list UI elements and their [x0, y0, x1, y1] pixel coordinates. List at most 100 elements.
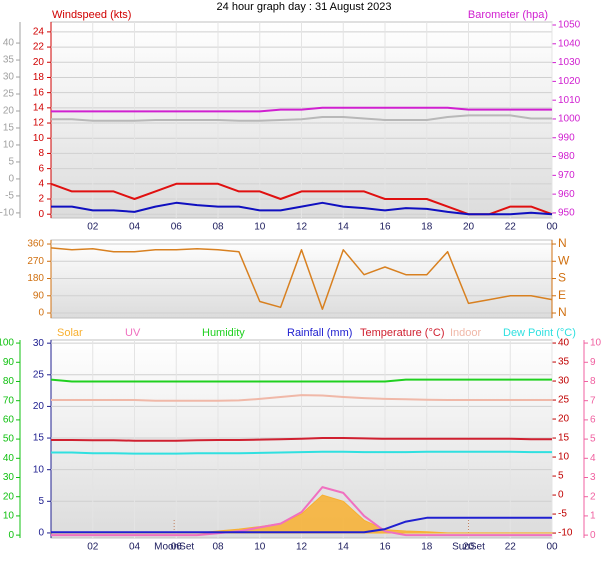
y-tick-label: N: [558, 236, 567, 250]
line: [51, 114, 552, 122]
y-tick-label: 4: [38, 178, 44, 189]
y-tick-label: 50: [3, 434, 15, 445]
y-tick-label: 90: [33, 290, 45, 301]
y-tick-label: 10: [3, 140, 15, 151]
chart-title: 24 hour graph day : 31 August 2023: [217, 1, 392, 13]
y-tick-label: 5: [590, 434, 596, 445]
legend-entry: Solar: [57, 327, 83, 339]
y-tick-label: 950: [558, 208, 575, 219]
y-tick-label: 30: [558, 376, 570, 387]
y-tick-label: 970: [558, 170, 575, 181]
y-tick-label: 20: [33, 57, 45, 68]
x-tick-label: 12: [296, 222, 308, 233]
y-tick-label: 360: [27, 239, 44, 250]
y-tick-label: 15: [3, 123, 15, 134]
y-tick-label: 7: [590, 395, 596, 406]
y-tick-label: 980: [558, 151, 575, 162]
x-tick-label: 04: [129, 222, 141, 233]
y-tick-label: 960: [558, 189, 575, 200]
y-tick-label: E: [558, 288, 566, 302]
y-tick-label: 9: [590, 357, 596, 368]
x-tick-label: 20: [463, 542, 475, 553]
y-tick-label: 5: [558, 471, 564, 482]
y-tick-label: N: [558, 305, 567, 319]
y-tick-label: W: [558, 253, 570, 267]
x-tick-label: 16: [379, 542, 391, 553]
x-tick-label: 06: [171, 222, 183, 233]
y-tick-label: 100: [0, 338, 14, 349]
y-tick-label: 90: [3, 357, 15, 368]
y-tick-label: 40: [3, 38, 15, 49]
y-tick-label: 0: [8, 530, 14, 541]
y-tick-label: 1020: [558, 76, 581, 87]
y-tick-label: 270: [27, 256, 44, 267]
x-tick-label: 12: [296, 542, 308, 553]
y-tick-label: 990: [558, 132, 575, 143]
x-tick-label: 02: [87, 542, 99, 553]
y-tick-label: 15: [558, 433, 570, 444]
y-tick-label: 1030: [558, 57, 581, 68]
x-tick-label: 22: [505, 222, 517, 233]
y-tick-label: 1000: [558, 114, 581, 125]
x-tick-label: 04: [129, 542, 141, 553]
y-tick-label: 1010: [558, 95, 581, 106]
line: [50, 247, 553, 310]
y-tick-label: 60: [3, 415, 15, 426]
line: [51, 106, 552, 113]
y-tick-label: 1050: [558, 20, 581, 31]
legend-entry: Humidity: [202, 327, 245, 339]
y-tick-label: 0: [38, 308, 44, 319]
y-tick-label: 0: [38, 528, 44, 539]
y-tick-label: 12: [33, 118, 45, 129]
y-tick-label: 10: [33, 464, 45, 475]
y-tick-label: 16: [33, 87, 45, 98]
x-tick-label: 22: [505, 542, 517, 553]
y-tick-label: 10: [3, 511, 15, 522]
y-axis-label: Windspeed (kts): [52, 9, 131, 21]
y-tick-label: 2: [38, 194, 44, 205]
annotation: SunSet: [452, 542, 485, 553]
y-tick-label: 8: [590, 376, 596, 387]
y-tick-label: -10: [0, 208, 14, 219]
y-tick-label: 24: [33, 27, 45, 38]
y-tick-label: 15: [33, 433, 45, 444]
x-tick-label: 18: [421, 542, 433, 553]
x-tick-label: 00: [546, 542, 558, 553]
line: [51, 437, 552, 442]
y-tick-label: 35: [558, 357, 570, 368]
legend-entry: Dew Point (°C): [503, 327, 576, 339]
y-tick-label: 40: [3, 453, 15, 464]
y-tick-label: 18: [33, 72, 45, 83]
y-tick-label: S: [558, 271, 566, 285]
y-tick-label: 25: [33, 369, 45, 380]
y-tick-label: 1: [590, 511, 596, 522]
y-tick-label: 80: [3, 376, 15, 387]
y-tick-label: 10: [558, 452, 570, 463]
y-tick-label: 22: [33, 42, 45, 53]
x-tick-label: 00: [546, 222, 558, 233]
y-tick-label: 25: [3, 89, 15, 100]
line: [50, 378, 552, 383]
y-tick-label: 4: [590, 453, 596, 464]
y-tick-label: 10: [33, 133, 45, 144]
legend-entry: UV: [125, 327, 141, 339]
y-tick-label: 25: [558, 395, 570, 406]
annotation: MoonSet: [154, 542, 194, 553]
line: [51, 201, 553, 216]
y-tick-label: 0: [590, 530, 596, 541]
y-tick-label: 5: [8, 157, 14, 168]
y-tick-label: 0: [38, 209, 44, 220]
line: [51, 450, 552, 455]
y-tick-label: 1040: [558, 38, 581, 49]
y-tick-label: 30: [33, 338, 45, 349]
y-tick-label: 6: [38, 163, 44, 174]
y-tick-label: 40: [558, 338, 570, 349]
y-tick-label: 20: [558, 414, 570, 425]
y-tick-label: 0: [8, 174, 14, 185]
line: [51, 486, 552, 537]
y-tick-label: -5: [558, 509, 567, 520]
y-tick-label: 14: [33, 102, 45, 113]
legend-entry: Rainfall (mm): [287, 327, 352, 339]
x-tick-label: 14: [338, 542, 350, 553]
